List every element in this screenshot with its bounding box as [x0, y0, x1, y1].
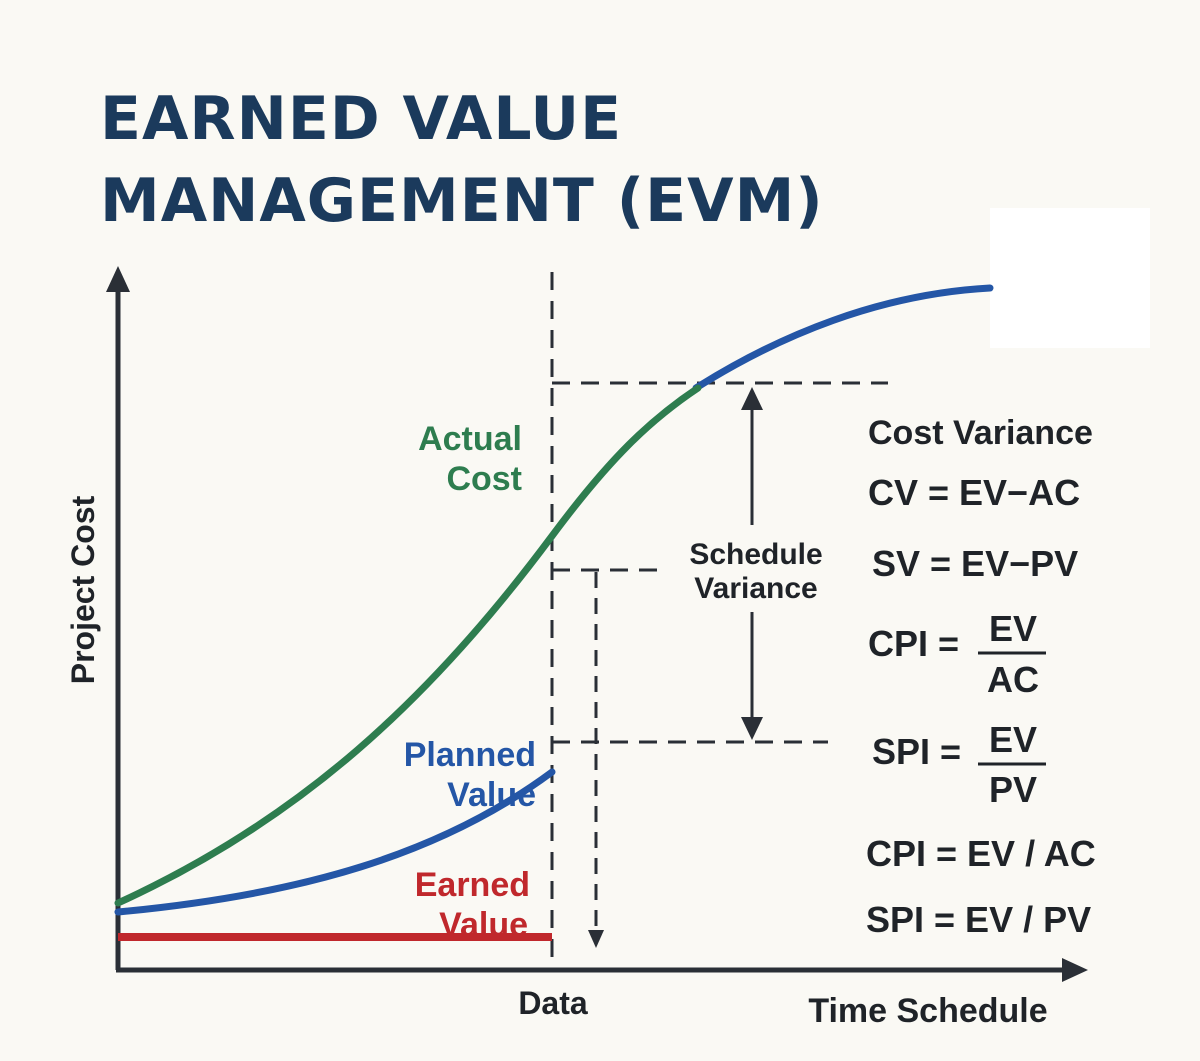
spi-denominator: PV	[989, 769, 1037, 810]
down-arrow-icon	[588, 930, 604, 948]
y-axis-label: Project Cost	[65, 495, 101, 684]
cpi-denominator: AC	[987, 659, 1039, 700]
data-date-label: Data	[518, 985, 588, 1021]
page-title: EARNED VALUE MANAGEMENT (EVM)	[100, 78, 824, 242]
title-line-1: EARNED VALUE	[100, 84, 623, 154]
down-arrow-icon	[741, 717, 763, 740]
y-axis-arrow-icon	[106, 266, 130, 292]
schedule-variance-label-1: Schedule	[689, 538, 822, 571]
planned-value-upper-curve	[692, 284, 994, 392]
actual-cost-curve	[114, 384, 702, 907]
spi-numerator: EV	[989, 719, 1037, 760]
earned-value-label-2: Value	[439, 906, 528, 944]
blank-patch	[990, 208, 1150, 348]
spi-formula-lhs: SPI =	[872, 731, 961, 772]
actual-cost-label-2: Cost	[446, 460, 522, 498]
sv-formula: SV = EV−PV	[872, 543, 1078, 584]
planned-value-curve	[114, 768, 556, 916]
cost-variance-heading: Cost Variance	[868, 414, 1093, 452]
x-axis-arrow-icon	[1062, 958, 1088, 982]
cpi-inline-formula: CPI = EV / AC	[866, 833, 1096, 874]
title-line-2: MANAGEMENT (EVM)	[100, 166, 824, 236]
planned-value-label-1: Planned	[404, 736, 536, 774]
spi-inline-formula: SPI = EV / PV	[866, 899, 1091, 940]
up-arrow-icon	[741, 387, 763, 410]
earned-value-label-1: Earned	[415, 866, 530, 904]
cv-formula: CV = EV−AC	[868, 472, 1080, 513]
schedule-variance-label-2: Variance	[694, 572, 817, 605]
planned-value-label-2: Value	[447, 776, 536, 814]
actual-cost-label-1: Actual	[418, 420, 522, 458]
cpi-formula-lhs: CPI =	[868, 623, 959, 664]
x-axis-label: Time Schedule	[808, 992, 1047, 1030]
cpi-numerator: EV	[989, 608, 1037, 649]
